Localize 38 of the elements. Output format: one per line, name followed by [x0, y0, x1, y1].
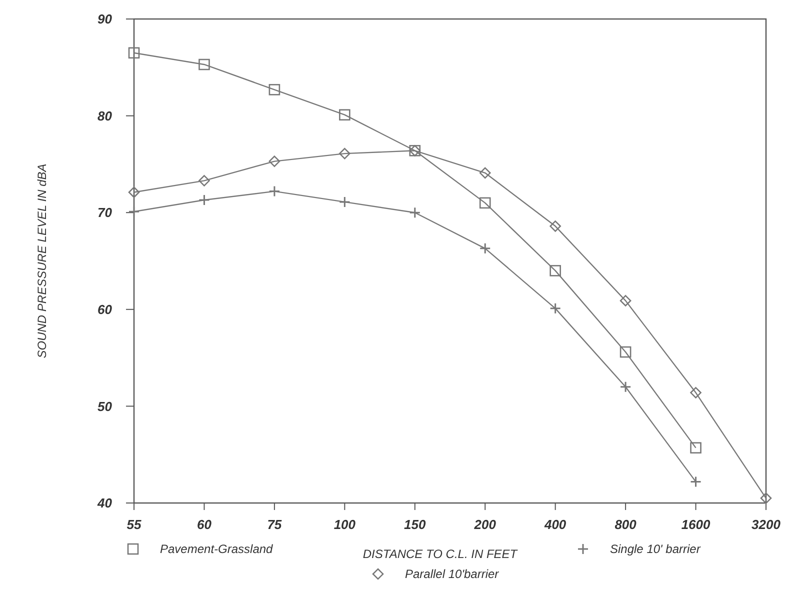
- x-axis-title: DISTANCE TO C.L. IN FEET: [362, 547, 519, 561]
- point: [550, 265, 561, 276]
- y-tick-label: 60: [98, 302, 113, 317]
- x-tick-label: 400: [543, 517, 567, 532]
- point: [550, 220, 561, 232]
- point: [620, 295, 632, 306]
- x-tick-label: 1600: [681, 517, 712, 532]
- x-tick-label: 800: [614, 517, 638, 532]
- point: [479, 167, 491, 179]
- x-tick-label: 200: [473, 517, 497, 532]
- x-tick-label: 60: [196, 517, 212, 532]
- y-axis-title: SOUND PRESSURE LEVEL IN dBA: [35, 164, 49, 358]
- point: [339, 148, 350, 160]
- y-tick-label: 70: [98, 205, 113, 220]
- y-tick-label: 40: [96, 496, 113, 511]
- x-tick-label: 3200: [752, 517, 782, 532]
- x-tick-label: 150: [404, 517, 426, 532]
- point: [128, 47, 140, 59]
- point: [690, 387, 702, 398]
- point: [339, 109, 350, 120]
- legend-label: Pavement-Grassland: [160, 542, 274, 556]
- y-tick-label: 90: [98, 12, 113, 27]
- y-tick-label: 50: [98, 398, 113, 414]
- legend-label: Single 10' barrier: [610, 542, 702, 556]
- point: [198, 58, 210, 70]
- point: [690, 442, 702, 454]
- legend-label: Parallel 10'barrier: [405, 567, 500, 581]
- x-tick-label: 75: [267, 517, 282, 532]
- point: [620, 346, 632, 358]
- x-tick-label: 100: [334, 517, 356, 532]
- point: [128, 186, 140, 198]
- point: [268, 156, 280, 167]
- point: [198, 175, 210, 186]
- point: [479, 197, 491, 209]
- point: [268, 84, 280, 96]
- y-tick-label: 80: [98, 108, 113, 124]
- point: [760, 492, 772, 504]
- x-tick-label: 55: [126, 517, 142, 532]
